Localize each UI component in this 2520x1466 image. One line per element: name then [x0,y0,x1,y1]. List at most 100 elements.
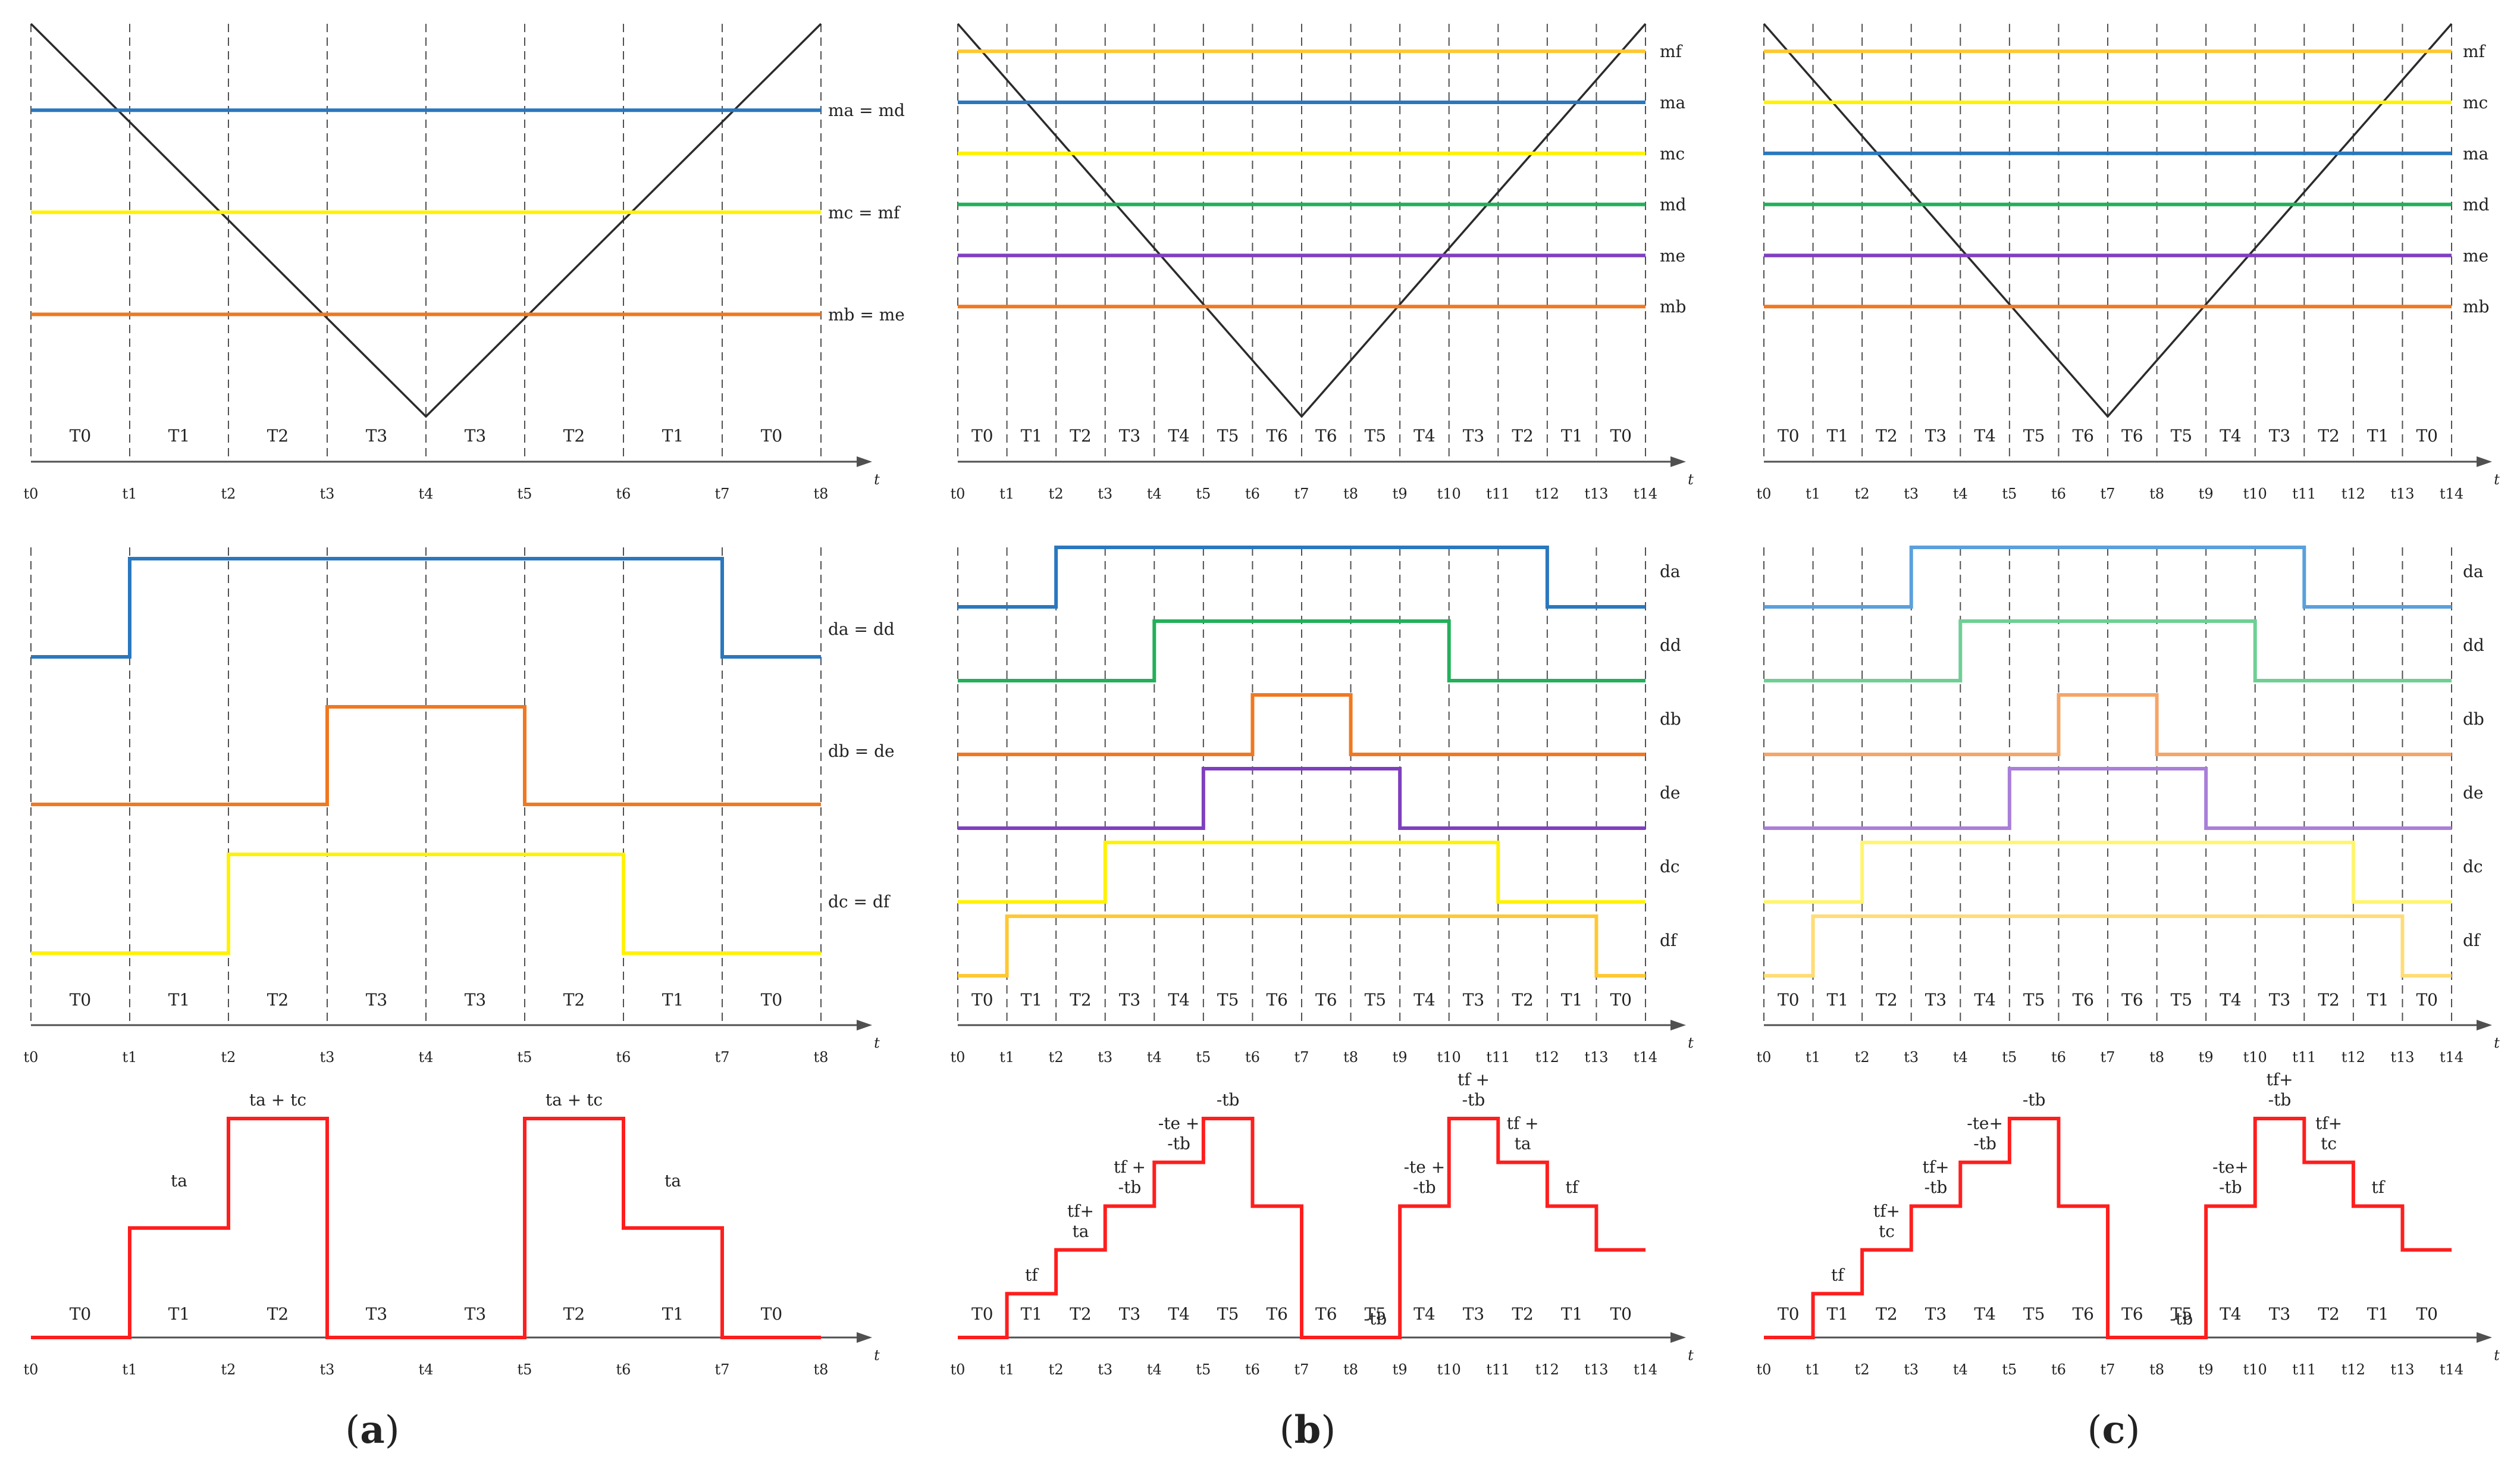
tick-label: t5 [1196,1049,1211,1066]
current-label-line: tc [2321,1134,2337,1154]
interval-label: T1 [1827,1304,1849,1324]
modulation-label: mb [1660,297,1686,317]
duty-signal [31,853,821,955]
modulation-label: mc [2463,93,2488,112]
tick-label: t2 [1855,485,1870,502]
tick-label: t7 [2101,485,2115,502]
panel-caption: (b) [1280,1408,1336,1452]
interval-label: T3 [1463,1304,1485,1324]
interval-label: T3 [1463,426,1485,446]
duty-signal [958,841,1645,904]
interval-label: T3 [2269,990,2291,1010]
current-label-line: tf + [1458,1070,1490,1089]
axis-t-label: t [1688,1347,1694,1364]
tick-label: t5 [2002,1361,2017,1378]
current-label: tf + ta [1507,1114,1539,1154]
tick-label: t13 [1584,1049,1608,1066]
tick-label: t4 [1953,485,1968,502]
duty-row: t t0 t1 t2 t3 t4 t5 t6 t7 t8 t9 t10 t11 t12 t13 t14 T0 T1… [951,546,1694,1066]
tick-label: t4 [419,1049,434,1066]
current-label-line: tf+ [1873,1201,1900,1221]
current-label-line: ta [1515,1134,1531,1154]
tick-label: t3 [320,1361,335,1378]
interval-label: T5 [2171,990,2193,1010]
carrier-triangle [30,23,822,418]
tick-label: t7 [715,485,730,502]
duty-signal [1764,841,2452,904]
axis-arrow-icon [2477,1332,2492,1343]
interval-label: T2 [1876,990,1898,1010]
current-label: -tb [1364,1309,1387,1329]
interval-label: T6 [1266,1304,1288,1324]
panel-c: t t0 t1 t2 t3 t4 t5 t6 t7 t8 t9 t10 t11 t12 t13 t14 T0 T1… [1757,23,2500,1452]
tick-label: t1 [999,1361,1014,1378]
interval-label: T1 [2367,990,2389,1010]
tick-label: t0 [24,1049,39,1066]
current-label-line: -te+ [2212,1157,2249,1177]
tick-label: t7 [1295,1049,1309,1066]
tick-label: t8 [1343,485,1358,502]
current-label: ta [171,1171,187,1191]
tick-label: t8 [1343,1361,1358,1378]
tick-label: t1 [999,1049,1014,1066]
tick-label: t4 [1953,1361,1968,1378]
interval-label: T2 [267,426,289,446]
interval-label: T5 [1217,990,1239,1010]
interval-label: T4 [1168,1304,1190,1324]
tick-label: t12 [2342,1049,2365,1066]
tick-label: t1 [123,1049,137,1066]
modulation-label: mc = mf [828,203,901,223]
interval-label: T3 [366,1304,388,1324]
tick-label: t10 [1437,1049,1461,1066]
tick-label: t6 [616,485,631,502]
duty-label: dd [1660,635,1681,655]
modulation-label: me [1660,246,1685,265]
modulation-label: ma [2463,144,2488,164]
tick-label: t9 [1393,485,1408,502]
tick-label: t3 [1098,1361,1112,1378]
interval-label: T0 [2416,990,2438,1010]
tick-label: t10 [2243,1049,2267,1066]
current-label-line: -tb [1973,1134,1996,1154]
current-label: -tb [2170,1309,2193,1329]
interval-label: T6 [1266,426,1288,446]
duty-label: da [1660,562,1681,581]
current-label-line: -tb [1118,1177,1142,1197]
tick-label: t7 [2101,1049,2115,1066]
interval-label: T0 [971,426,993,446]
duty-label: de [1660,783,1681,803]
current-label-line: -tb [1462,1090,1485,1110]
axis-t-label: t [874,1035,880,1051]
interval-label: T6 [2072,1304,2094,1324]
axis-t-label: t [2494,1035,2500,1051]
interval-label: T2 [2318,990,2340,1010]
current-label: -te+ -tb [2212,1157,2249,1197]
interval-label: T2 [1512,990,1534,1010]
tick-label: t13 [2390,1049,2414,1066]
interval-label: T3 [366,990,388,1010]
panel-a: t t0 t1 t2 t3 t4 t5 t6 t7 t8 T0 T1 T2 T3 T3 T2 T1 T0 ma = … [24,23,905,1452]
interval-label: T1 [1561,1304,1583,1324]
interval-label: T5 [2023,1304,2045,1324]
caption-open: ( [1280,1408,1295,1452]
interval-label: T2 [2318,1304,2340,1324]
interval-label: T0 [1610,1304,1632,1324]
tick-label: t3 [320,1049,335,1066]
panel-caption: (a) [345,1408,399,1452]
duty-label: df [1660,931,1678,950]
interval-label: T2 [2318,426,2340,446]
interval-label: T0 [1778,990,1800,1010]
current-row: t t0 t1 t2 t3 t4 t5 t6 t7 t8 T0 T1 T2 T3 T3 T2 T1 T0 ta ta … [24,1090,880,1378]
tick-label: t5 [518,485,532,502]
tick-label: t5 [1196,485,1211,502]
tick-label: t11 [2292,1361,2316,1378]
tick-label: t14 [1634,485,1657,502]
duty-signal [958,619,1645,682]
modulation-label: mb = me [828,305,905,324]
carrier-row: t t0 t1 t2 t3 t4 t5 t6 t7 t8 t9 t10 t11 t12 t13 t14 T0 T1… [951,23,1694,502]
interval-label: T5 [1365,990,1387,1010]
axis-arrow-icon [1670,456,1686,467]
tick-label: t13 [1584,1361,1608,1378]
tick-label: t3 [320,485,335,502]
interval-label: T0 [1778,426,1800,446]
